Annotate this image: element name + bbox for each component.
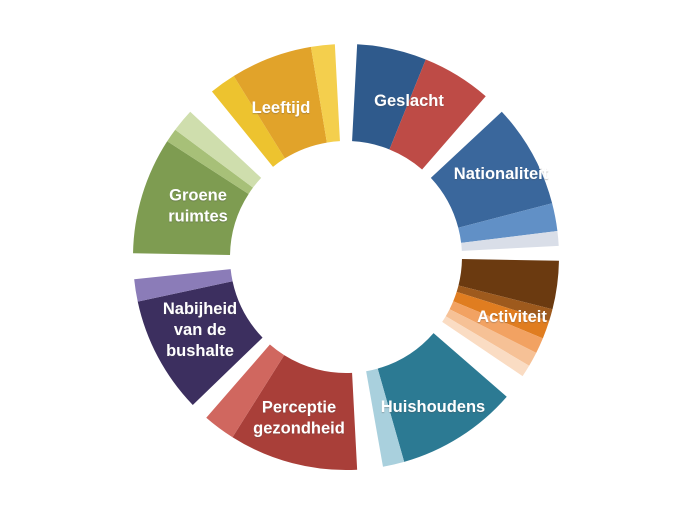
segment-leeftijd-band-3 xyxy=(310,44,340,143)
segment-nabijheid-van-de-bushalte-band-2 xyxy=(134,269,233,302)
label-nationaliteit: Nationaliteit xyxy=(454,165,549,183)
segment-leeftijd-band-1 xyxy=(211,75,285,167)
segment-nationaliteit-band-2 xyxy=(458,203,558,243)
segment-nationaliteit-band-3 xyxy=(461,231,559,251)
segment-activiteit-band-4 xyxy=(449,301,543,353)
segment-activiteit-band-2 xyxy=(456,285,553,322)
segment-huishoudens-band-2 xyxy=(366,368,405,467)
label-geslacht: Geslacht xyxy=(374,92,444,110)
segment-activiteit-band-6 xyxy=(442,316,530,377)
label-activiteit: Activiteit xyxy=(477,308,547,326)
segment-leeftijd-band-2 xyxy=(233,46,327,159)
segment-activiteit-band-1 xyxy=(458,259,559,310)
label-huishoudens: Huishoudens xyxy=(381,398,486,416)
label-leeftijd: Leeftijd xyxy=(252,99,311,117)
segment-nabijheid-van-de-bushalte-band-1 xyxy=(137,281,263,405)
segment-geslacht-band-1 xyxy=(352,44,426,150)
segment-perceptie-gezondheid-band-2 xyxy=(206,344,285,438)
segment-groene-ruimtes-band-1 xyxy=(133,141,249,255)
segment-groene-ruimtes-band-2 xyxy=(167,129,253,194)
label-perceptie-gezondheid: Perceptie gezondheid xyxy=(253,399,345,438)
label-groene-ruimtes: Groene ruimtes xyxy=(168,187,228,226)
segment-geslacht-band-2 xyxy=(389,59,486,170)
segment-activiteit-band-5 xyxy=(445,309,537,366)
segment-nationaliteit-band-1 xyxy=(430,111,553,228)
segment-groene-ruimtes-band-3 xyxy=(175,111,262,188)
segment-huishoudens-band-1 xyxy=(377,333,507,462)
segment-activiteit-band-3 xyxy=(453,291,550,339)
label-nabijheid-van-de-bushalte: Nabijheid van de bushalte xyxy=(163,300,237,360)
segment-perceptie-gezondheid-band-1 xyxy=(232,355,358,471)
